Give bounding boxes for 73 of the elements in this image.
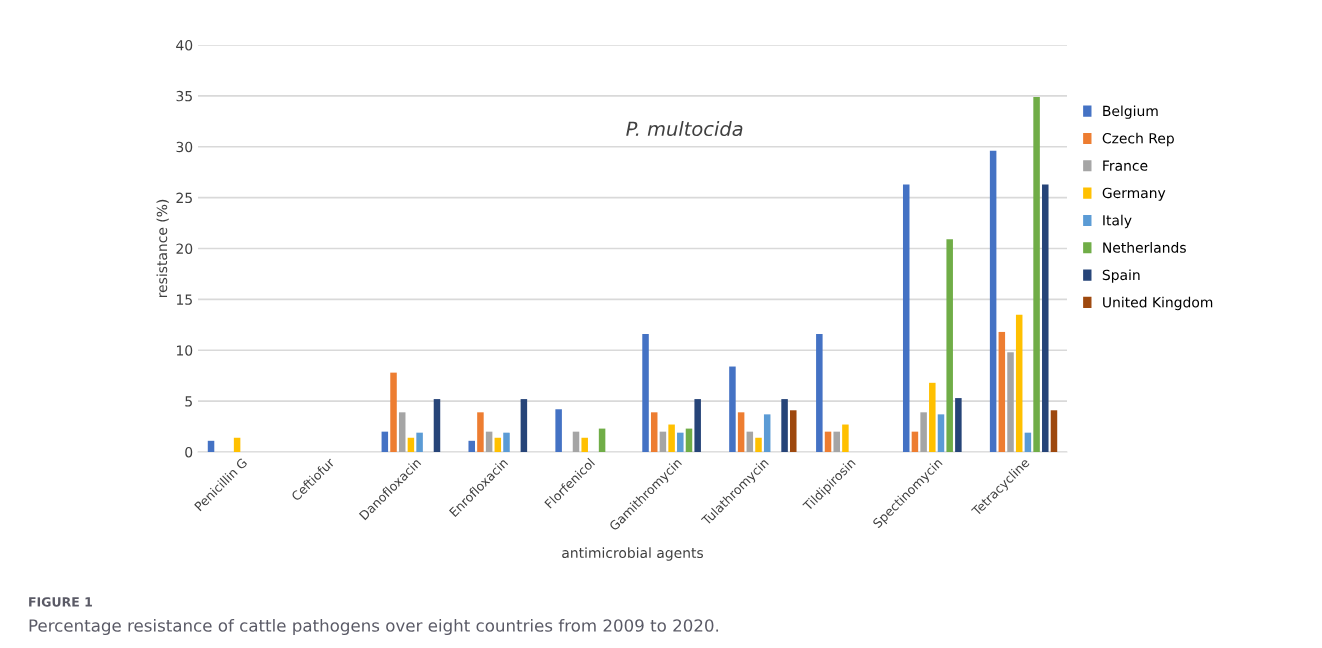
y-tick-label: 0 [185,446,193,458]
bar [677,432,684,452]
y-tick-label: 5 [185,396,192,407]
bar [468,440,475,452]
bar [477,412,484,452]
bar [746,431,754,452]
bar [659,431,667,452]
bar [755,437,762,452]
bar [233,437,241,452]
bar [1007,352,1014,452]
bar [207,440,215,452]
bar [685,428,693,452]
legend-label: Czech Rep [1102,132,1174,147]
legend-label: Spain [1102,269,1140,283]
bar [581,437,588,452]
bar [668,424,675,452]
legend-label: France [1103,160,1148,171]
text: P. multocida [626,121,743,137]
bar [694,399,701,452]
bar [911,431,919,452]
bar [946,239,953,452]
bar [833,431,840,452]
bar [494,437,502,452]
bar [520,399,528,452]
bar [998,331,1006,452]
legend-label: United Kingdom [1103,296,1213,311]
x-axis-title: antimicrobial agents [562,547,703,561]
bar [1015,314,1023,452]
legend-label: Germany [1102,187,1166,201]
bar [416,432,423,452]
y-tick-label: 35 [176,90,192,102]
y-axis-title: resistance (%) [156,199,169,298]
bar [1033,96,1040,452]
y-tick-label: 15 [176,294,192,305]
y-tick-label: 20 [176,243,193,254]
bar [763,414,771,452]
bar [902,184,910,452]
bar [737,412,745,452]
bar [650,412,658,452]
y-tick-label: 25 [176,192,192,204]
bar [816,333,823,452]
caption: FIGURE 1 [29,597,92,607]
bar [824,431,832,452]
legend-label: Italy [1103,214,1132,229]
bar [937,414,945,452]
bar [955,398,962,452]
bar [485,431,493,452]
bar [598,428,606,452]
bar [572,431,580,452]
bar [1024,432,1032,452]
bar [642,333,649,452]
y-tick-label: 40 [176,39,193,51]
bar [920,412,927,452]
bar [398,412,406,452]
bar [407,437,415,452]
bar [729,366,736,452]
y-tick-label: 10 [176,345,193,356]
bar [1050,410,1058,452]
bar [390,372,397,452]
bar [555,409,562,452]
bar [433,399,441,452]
bar [503,432,510,452]
bar [1042,184,1049,452]
legend-label: Belgium [1103,105,1158,119]
bar [929,382,936,452]
bar [381,431,389,452]
bar [842,424,849,452]
text: Percentage resistance of cattle pathogens over eight countries from 2009 to 2020. [29,618,719,636]
bar [781,399,788,452]
y-tick-label: 30 [176,141,193,153]
bar [989,150,997,452]
bar [790,410,797,452]
legend-label: Netherlands [1103,242,1186,253]
